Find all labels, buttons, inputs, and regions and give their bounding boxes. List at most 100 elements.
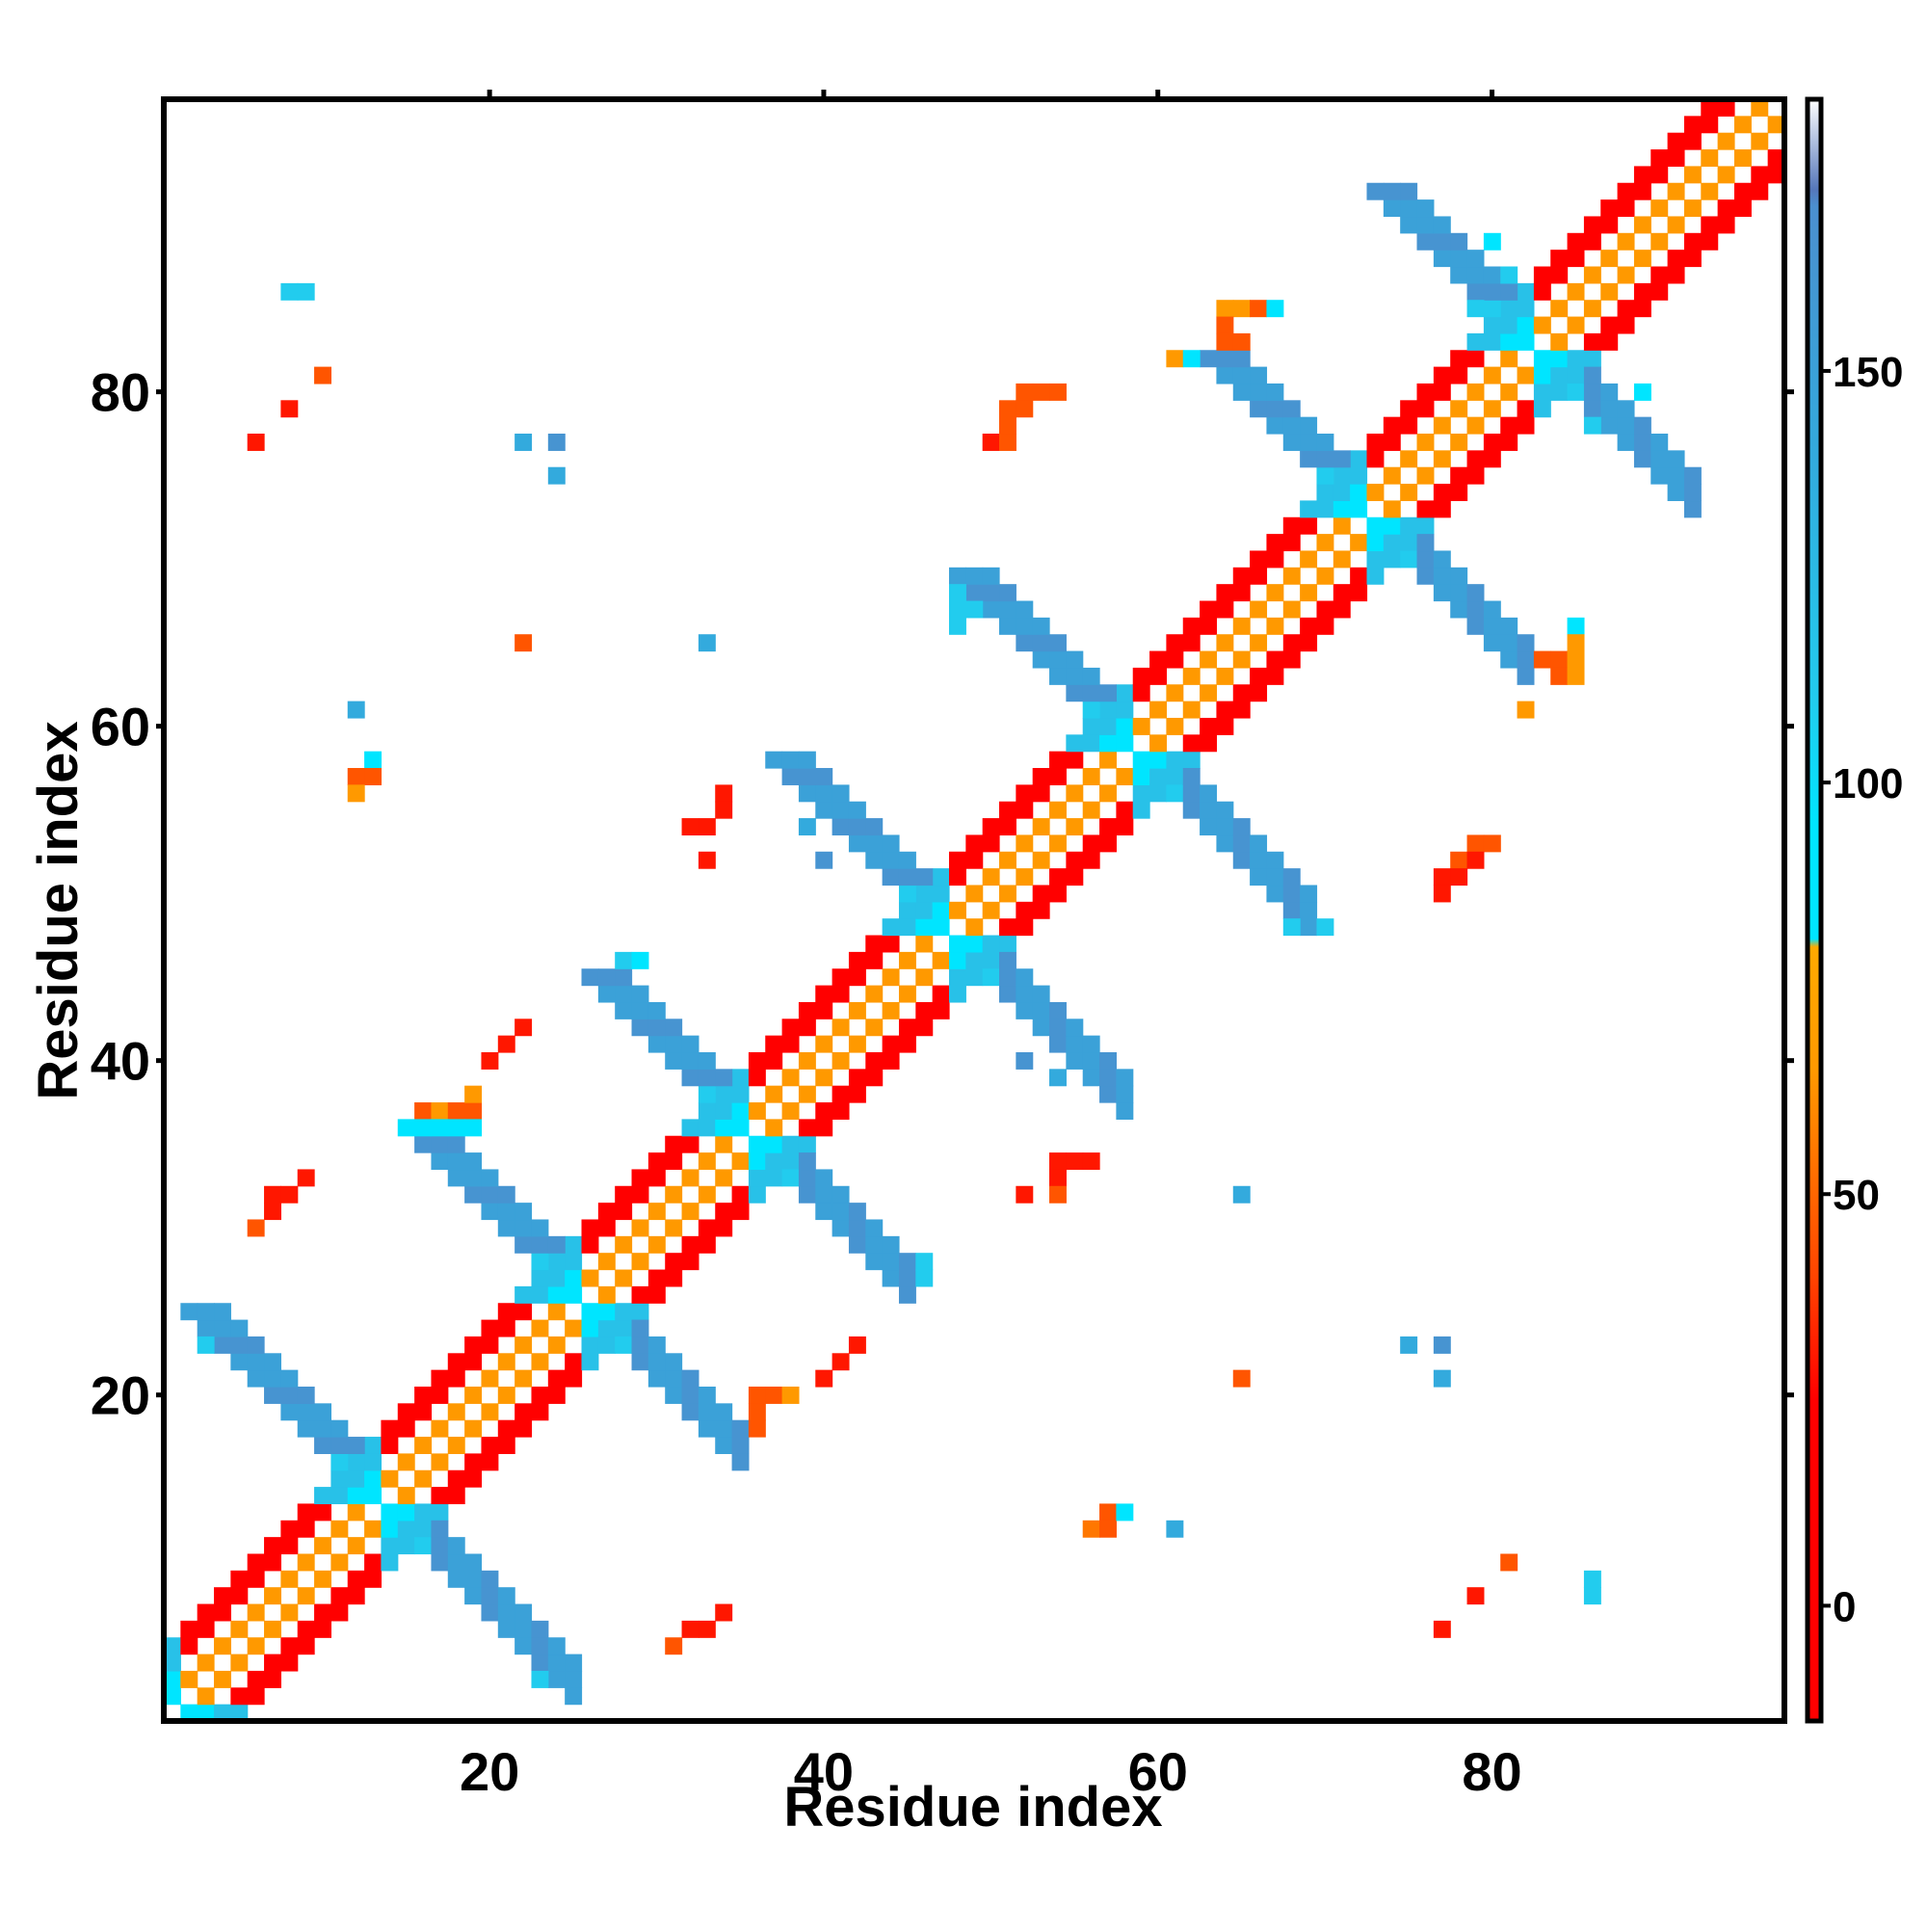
heatmap-cell [1416,383,1435,401]
heatmap-cell [999,801,1016,819]
heatmap-cell [1416,534,1435,552]
heatmap-cell [397,1453,415,1471]
heatmap-cell [1683,250,1702,268]
heatmap-cell [280,1603,299,1622]
heatmap-cell [1500,350,1518,368]
heatmap-cell [1116,734,1134,753]
heatmap-cell [1416,216,1435,234]
heatmap-cell [848,1203,866,1221]
heatmap-cell [948,600,966,619]
heatmap-cell [848,1001,866,1019]
heatmap-cell [882,1035,900,1053]
heatmap-cell [681,1051,700,1070]
heatmap-cell [1583,350,1601,368]
heatmap-cell [1483,300,1501,318]
heatmap-cell [915,901,934,919]
heatmap-cell [1617,316,1635,334]
heatmap-cell [1250,634,1268,652]
heatmap-cell [815,851,833,869]
heatmap-cell [915,868,934,887]
heatmap-cell [247,1637,265,1655]
heatmap-cell [1767,166,1785,184]
heatmap-cell [1550,332,1569,351]
heatmap-cell [1633,282,1651,301]
heatmap-cell [1016,834,1034,853]
heatmap-cell [731,1203,750,1221]
heatmap-cell [615,968,633,987]
heatmap-cell [515,1620,533,1638]
heatmap-cell [698,1051,716,1070]
heatmap-cell [765,751,783,769]
heatmap-cell [1232,818,1251,836]
heatmap-cell [1533,383,1551,401]
heatmap-cell [1433,450,1451,468]
heatmap-cell [314,1403,331,1421]
heatmap-cell [698,1102,716,1120]
heatmap-cell [731,1085,750,1103]
heatmap-cell [381,1537,399,1555]
heatmap-cell [798,1152,816,1171]
heatmap-cell [1500,316,1518,334]
heatmap-cell [815,1203,833,1221]
heatmap-cell [999,951,1016,969]
heatmap-cell [497,1203,515,1221]
heatmap-cell [948,951,966,969]
heatmap-cell [1533,282,1551,301]
heatmap-cell [1182,751,1201,769]
heatmap-cell [1200,717,1218,735]
heatmap-cell [1533,650,1551,669]
heatmap-cell [731,1069,750,1087]
heatmap-cell [1232,567,1251,585]
heatmap-cell [932,868,950,887]
heatmap-cell [1583,383,1601,401]
heatmap-cell [1250,834,1268,853]
heatmap-cell [748,1403,766,1421]
heatmap-cell [615,1001,633,1019]
heatmap-cell [1116,818,1134,836]
heatmap-cell [1583,332,1601,351]
heatmap-cell [1650,149,1669,167]
x-axis-ticks: 20 40 60 80 [460,90,1522,1802]
heatmap-cell [547,1269,566,1287]
heatmap-cell [865,818,884,836]
heatmap-cell [431,1553,449,1572]
heatmap-cell [247,1570,265,1588]
heatmap-cell [397,1419,415,1438]
heatmap-cell [1433,1336,1451,1354]
heatmap-cell [497,1185,515,1204]
heatmap-cell [1082,1152,1100,1171]
heatmap-cell [1149,701,1168,719]
heatmap-cell [414,1520,433,1538]
heatmap-cell [1350,584,1368,602]
heatmap-cell [1282,516,1301,535]
heatmap-cell [731,1453,750,1471]
heatmap-cell [631,1319,649,1337]
colorbar: 0 50 100 150 [1805,96,1903,1724]
heatmap-cell [581,968,599,987]
heatmap-cell [1717,99,1735,117]
heatmap-cell [1016,400,1034,418]
heatmap-cell [948,851,966,869]
heatmap-cell [898,918,916,937]
heatmap-cell [1517,282,1535,301]
heatmap-cell [647,1269,666,1287]
heatmap-cell [547,1654,566,1672]
heatmap-cell [1049,1001,1067,1019]
heatmap-cell [1032,1001,1050,1019]
heatmap-cell [1517,366,1535,384]
heatmap-cell [1232,584,1251,602]
heatmap-cell [1316,434,1334,451]
heatmap-cell [1533,350,1551,368]
heatmap-cell [264,1203,281,1221]
heatmap-cell [264,1386,281,1404]
heatmap-cell [948,901,966,919]
heatmap-cell [447,1119,465,1137]
heatmap-cell [1701,116,1719,134]
heatmap-cell [1416,516,1435,535]
heatmap-cell [364,751,383,769]
heatmap-cell [1149,667,1168,685]
heatmap-cell [798,818,816,836]
heatmap-cell [1483,316,1501,334]
heatmap-cell [1250,684,1268,702]
heatmap-cell [631,1019,649,1037]
